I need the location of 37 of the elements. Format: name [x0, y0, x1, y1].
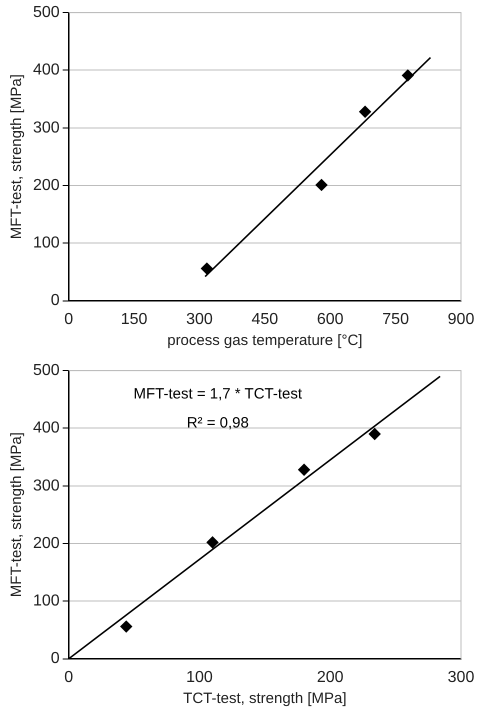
x-tick-label: 300 [186, 310, 213, 328]
y-tick-label: 100 [32, 234, 60, 252]
y-tick-label: 300 [32, 477, 60, 494]
point [120, 620, 132, 633]
y-axis-title: MFT-test, strength [MPa] [8, 74, 26, 240]
y-tick-label: 200 [32, 534, 60, 552]
y-tick-label: 400 [32, 62, 60, 79]
y-tick-label: 500 [32, 362, 60, 380]
annotation: R² = 0,98 [186, 414, 249, 432]
y-tick-label: 500 [32, 4, 60, 22]
y-tick-label: 300 [32, 119, 60, 136]
point [359, 106, 372, 118]
y-tick-label: 100 [32, 592, 60, 610]
point [206, 536, 219, 548]
x-axis-title: TCT-test, strength [MPa] [183, 690, 347, 708]
x-tick-label: 450 [251, 310, 278, 328]
y-tick-label: 200 [32, 176, 60, 194]
point [200, 262, 213, 275]
x-tick-label: 900 [448, 310, 474, 328]
x-tick-label: 150 [120, 310, 148, 328]
annotation: MFT-test = 1,7 * TCT-test [134, 386, 303, 403]
x-tick-label: 100 [186, 668, 213, 686]
x-tick-label: 600 [316, 310, 344, 328]
point [368, 428, 381, 440]
x-tick-label: 300 [448, 668, 474, 686]
point [402, 69, 414, 82]
x-tick-label: 200 [316, 668, 344, 686]
y-tick-label: 0 [50, 292, 60, 310]
x-tick-label: 750 [382, 310, 410, 328]
y-axis-title: MFT-test, strength [MPa] [8, 432, 26, 598]
point [298, 464, 310, 476]
x-tick-label: 0 [64, 668, 74, 686]
x-axis-title: process gas temperature [°C] [167, 332, 362, 350]
y-tick-label: 400 [32, 420, 60, 437]
point [316, 178, 328, 191]
y-tick-label: 0 [50, 650, 60, 668]
x-tick-label: 0 [64, 310, 74, 328]
